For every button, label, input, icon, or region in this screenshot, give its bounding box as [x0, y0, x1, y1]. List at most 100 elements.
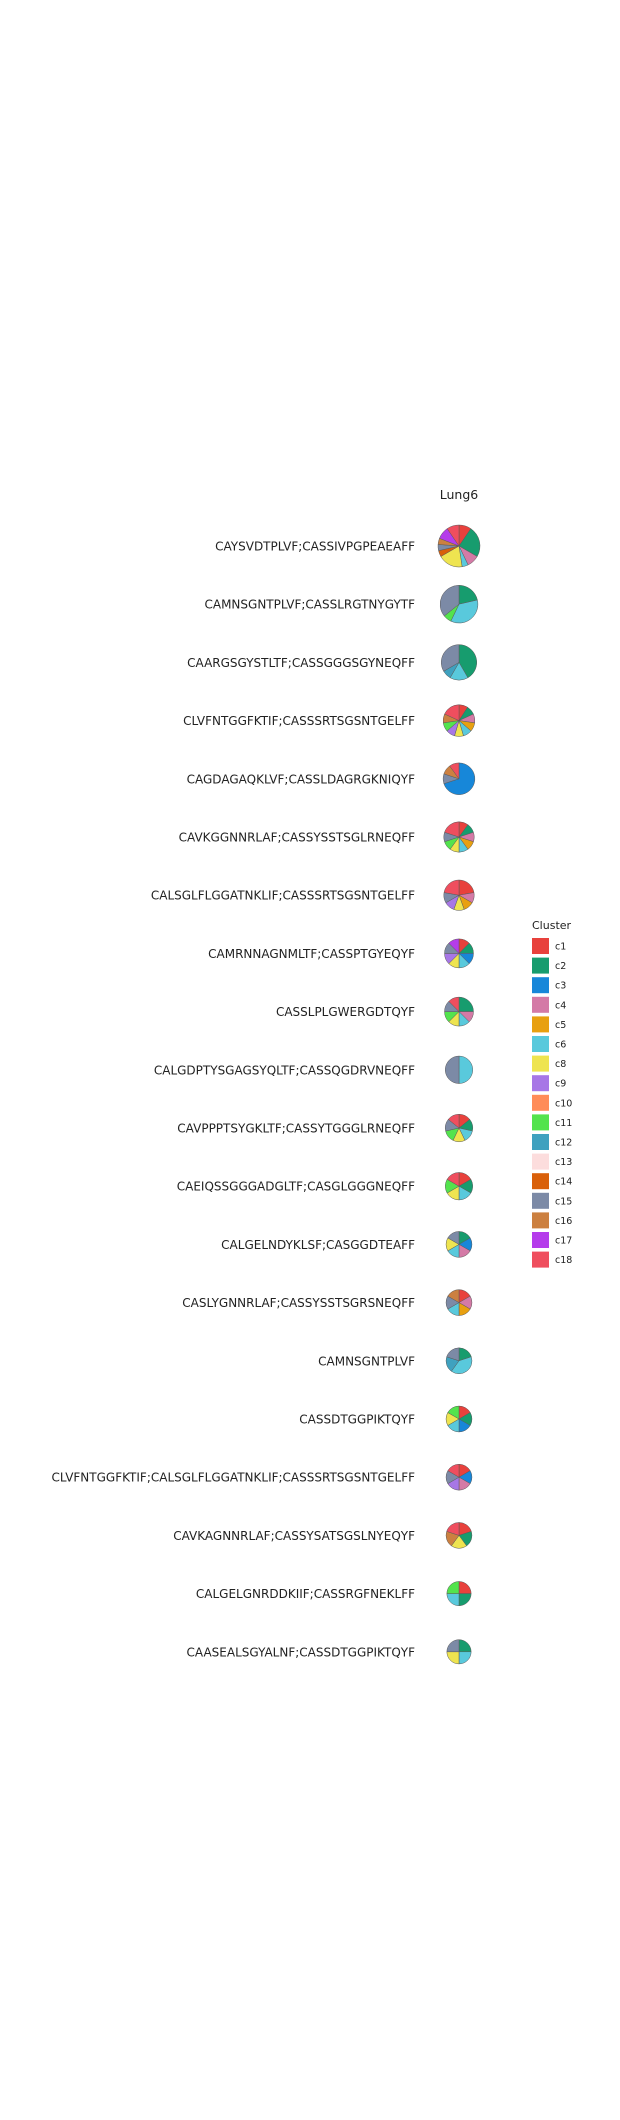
row-label: CLVFNTGGFKTIF;CALSGLFLGGATNKLIF;CASSSRTS…	[51, 1471, 415, 1485]
pie-slice-c2	[458, 996, 474, 1012]
pie-slice-c18	[447, 1113, 460, 1129]
pie	[446, 1581, 472, 1606]
pie	[445, 1463, 473, 1491]
legend-item-c16: c16	[532, 1212, 572, 1229]
pie	[445, 1522, 473, 1549]
row-12: CAEIQSSGGGADGLTF;CASGLGGGNEQFF	[177, 1172, 473, 1201]
row-label: CAASEALSGYALNF;CASSDTGGPIKTQYF	[187, 1645, 416, 1659]
row-17: CLVFNTGGFKTIF;CALSGLFLGGATNKLIF;CASSSRTS…	[51, 1463, 473, 1491]
pie	[439, 585, 479, 624]
pie-slice-c18	[448, 996, 460, 1013]
pie	[445, 1113, 473, 1142]
legend-label: c17	[555, 1236, 572, 1247]
row-8: CAMRNNAGNMLTF;CASSPTGYEQYF	[208, 938, 474, 969]
legend-swatch	[532, 1016, 549, 1033]
legend-label: c12	[555, 1138, 572, 1149]
row-label: CAVPPPTSYGKLTF;CASSYTGGGLRNEQFF	[177, 1122, 415, 1136]
row-4: CLVFNTGGFKTIF;CASSSRTSGSNTGELFF	[183, 704, 476, 737]
row-label: CAEIQSSGGGADGLTF;CASGLGGGNEQFF	[177, 1180, 415, 1194]
row-label: CAMNSGNTPLVF	[318, 1354, 415, 1368]
legend-label: c9	[555, 1079, 566, 1090]
pie	[444, 938, 474, 969]
legend-swatch	[532, 957, 549, 974]
row-9: CASSLPLGWERGDTQYF	[276, 996, 474, 1027]
row-11: CAVPPPTSYGKLTF;CASSYTGGGLRNEQFF	[177, 1113, 473, 1142]
pie-slice-c15	[446, 1639, 460, 1653]
pie-slice-c2	[458, 1639, 472, 1653]
legend: Cluster c1 c2 c3 c4 c5 c6 c8 c9 c10 c11 c12 c13 c14 c…	[532, 919, 572, 1268]
pie-slice-c1	[458, 1581, 472, 1594]
pie	[444, 996, 474, 1027]
pie	[443, 879, 475, 911]
pie-slice-c11	[447, 1405, 460, 1420]
pie	[445, 1055, 473, 1084]
row-6: CAVKGGNNRLAF;CASSYSSTSGLRNEQFF	[179, 821, 475, 853]
row-label: CAMNSGNTPLVF;CASSLRGTNYGYTF	[204, 598, 415, 612]
legend-label: c16	[555, 1216, 572, 1227]
legend-item-c18: c18	[532, 1251, 572, 1268]
legend-swatch	[532, 1153, 549, 1170]
legend-title: Cluster	[532, 919, 572, 932]
legend-label: c11	[555, 1118, 572, 1129]
legend-label: c15	[555, 1196, 572, 1207]
legend-item-c11: c11	[532, 1114, 572, 1131]
legend-label: c1	[555, 942, 566, 953]
legend-label: c6	[555, 1040, 566, 1051]
legend-label: c18	[555, 1255, 572, 1266]
row-20: CAASEALSGYALNF;CASSDTGGPIKTQYF	[187, 1639, 472, 1665]
pie-slice-c15	[441, 644, 460, 672]
row-label: CLVFNTGGFKTIF;CASSSRTSGSNTGELFF	[183, 714, 415, 728]
legend-swatch	[532, 1251, 549, 1268]
legend-label: c5	[555, 1020, 566, 1031]
legend-item-c9: c9	[532, 1075, 566, 1092]
row-label: CAVKAGNNRLAF;CASSYSATSGSLNYEQYF	[173, 1529, 415, 1543]
row-18: CAVKAGNNRLAF;CASSYSATSGSLNYEQYF	[173, 1522, 473, 1549]
legend-item-c15: c15	[532, 1192, 572, 1209]
row-label: CAMRNNAGNMLTF;CASSPTGYEQYF	[208, 947, 415, 961]
row-label: CAARGSGYSTLTF;CASSGGGSGYNEQFF	[187, 656, 415, 670]
legend-item-c14: c14	[532, 1173, 572, 1190]
row-label: CAVKGGNNRLAF;CASSYSSTSGLRNEQFF	[179, 831, 415, 845]
pie-slice-c2	[458, 644, 477, 679]
legend-swatch	[532, 1055, 549, 1072]
pie	[441, 644, 477, 681]
pie-slice-c6	[450, 599, 479, 624]
legend-label: c3	[555, 981, 566, 992]
legend-swatch	[532, 1075, 549, 1092]
pie-slice-c6	[451, 1356, 473, 1374]
legend-swatch	[532, 977, 549, 994]
legend-label: c4	[555, 1000, 566, 1011]
row-13: CALGELNDYKLSF;CASGGDTEAFF	[221, 1231, 473, 1258]
legend-item-c3: c3	[532, 977, 566, 994]
legend-item-c2: c2	[532, 957, 566, 974]
row-label: CAYSVDTPLVF;CASSIVPGPEAEAFF	[215, 540, 415, 554]
pie	[442, 762, 476, 795]
row-label: CALGELGNRDDKIIF;CASSRGFNEKLFF	[196, 1587, 415, 1601]
pie	[446, 1639, 472, 1665]
pie-slice-c2	[458, 528, 481, 557]
row-19: CALGELGNRDDKIIF;CASSRGFNEKLFF	[196, 1581, 472, 1606]
rows-group: CAYSVDTPLVF;CASSIVPGPEAEAFF CAMNSGNTPLVF;…	[51, 524, 481, 1665]
pie-slice-c15	[439, 585, 460, 617]
legend-label: c8	[555, 1059, 566, 1070]
legend-label: c2	[555, 961, 566, 972]
legend-swatch	[532, 996, 549, 1013]
pie-slice-c16	[447, 1289, 460, 1304]
pie-slice-c18	[449, 762, 460, 780]
row-14: CASLYGNNRLAF;CASSYSSTSGRSNEQFF	[182, 1289, 473, 1316]
row-label: CALSGLFLGGATNKLIF;CASSSRTSGSNTGELFF	[151, 889, 415, 903]
pie	[437, 524, 481, 568]
legend-swatch	[532, 1232, 549, 1248]
row-label: CASLYGNNRLAF;CASSYSSTSGRSNEQFF	[182, 1296, 415, 1310]
row-label: CALGELNDYKLSF;CASGGDTEAFF	[221, 1238, 415, 1252]
pie	[443, 821, 475, 853]
legend-label: c14	[555, 1177, 572, 1188]
legend-item-c17: c17	[532, 1232, 572, 1248]
legend-label: c10	[555, 1098, 572, 1109]
legend-swatch	[532, 1192, 549, 1209]
pie-slice-c8	[446, 1651, 460, 1665]
row-10: CALGDPTYSGAGSYQLTF;CASSQGDRVNEQFF	[154, 1055, 473, 1084]
legend-swatch	[532, 1134, 549, 1150]
pie-slice-c15	[447, 1231, 460, 1245]
